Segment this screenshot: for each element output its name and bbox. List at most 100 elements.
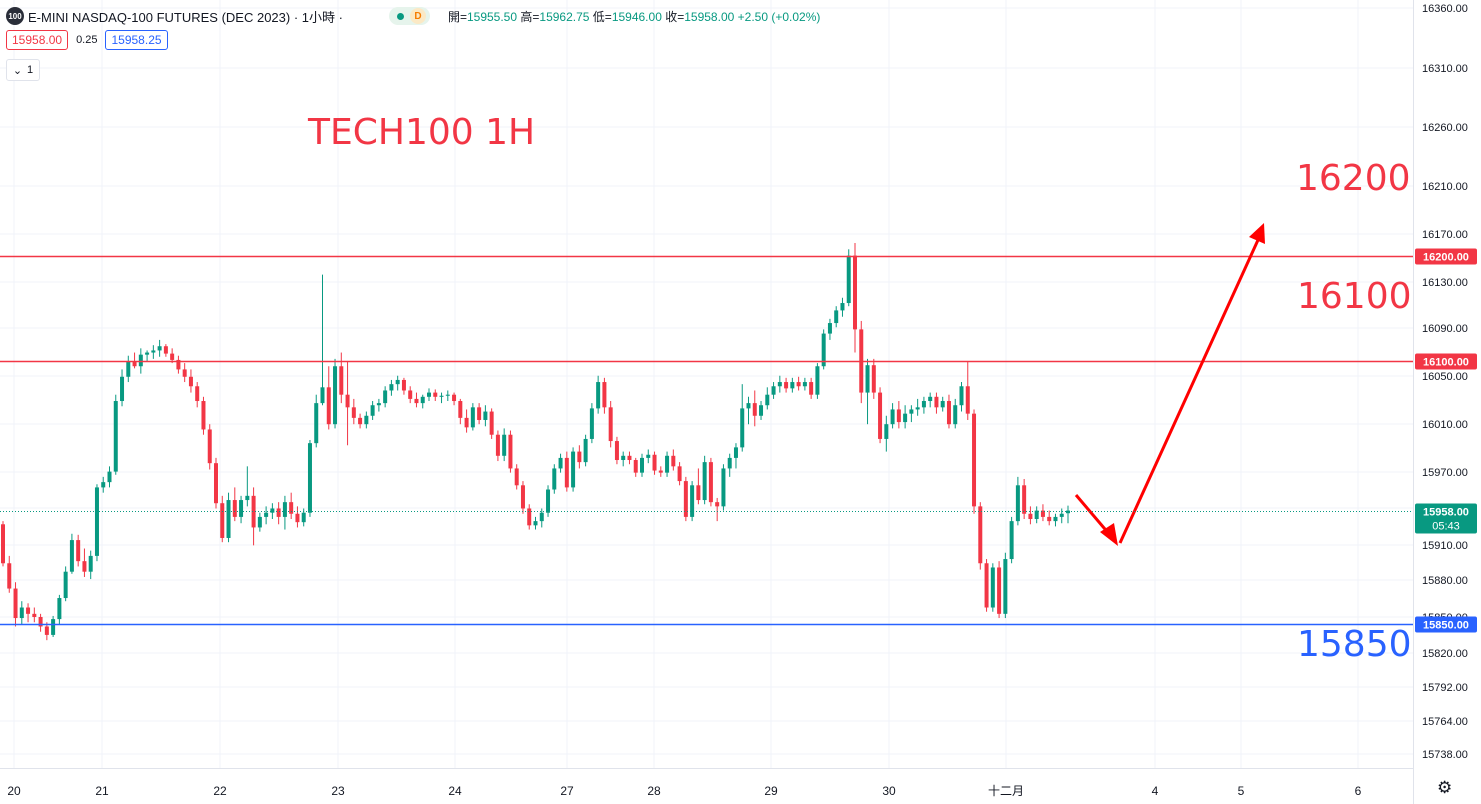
candle-body [896,409,901,423]
candle [903,405,908,429]
candle [13,582,18,627]
symbol-title[interactable]: E-MINI NASDAQ-100 FUTURES (DEC 2023) · 1… [28,9,343,25]
candle-body [138,354,143,367]
candle [771,382,776,399]
close-label: 收= [665,9,685,24]
candle-body [1047,516,1052,522]
candle [151,345,156,359]
candle [683,476,688,522]
level-label-16200[interactable]: 16200 [1296,158,1411,199]
chart-annotation-title[interactable]: TECH100 1H [308,112,536,153]
candle [702,455,707,505]
candle-body [207,429,212,464]
level-price-label: 15850.00 [1423,620,1469,632]
candle-body [44,626,49,635]
candle-body [182,369,187,377]
candle [483,405,488,427]
candle [928,392,933,408]
time-tick-label: 24 [448,784,462,798]
candle [765,387,770,410]
candle-body [57,598,62,620]
arrow-down-head-icon [1100,523,1118,546]
candle [107,466,112,488]
candle [558,453,563,473]
time-axis[interactable]: 20 21 22 23 24 27 28 29 30 十二月 4 5 6 [0,768,1413,804]
candle-body [759,405,764,416]
candle [577,445,582,469]
candle-body [1,524,5,564]
candle [76,534,81,567]
candle [201,396,206,435]
time-tick-label: 29 [764,784,778,798]
level-label-16100[interactable]: 16100 [1297,276,1412,317]
candle [489,408,494,439]
candle-body [502,434,507,456]
candle-body [771,386,776,395]
candlestick-series [1,242,1070,641]
candle-body [126,360,131,377]
candle [295,506,300,528]
candle [195,382,200,408]
candle-body [520,485,525,509]
candle [746,396,751,425]
gear-icon[interactable]: ⚙ [1437,778,1453,797]
candle [401,377,406,395]
candle-body [358,417,363,425]
candle [145,350,150,361]
candle-body [245,495,250,501]
candle [564,451,569,492]
candle [51,615,56,638]
candle [445,390,450,402]
candle-body [1022,485,1027,514]
level-label-15850[interactable]: 15850 [1297,624,1412,665]
candle [790,377,795,393]
candle [113,394,118,475]
candle-body [627,455,632,461]
candle [214,457,218,509]
candle-body [1028,513,1033,520]
candle [815,363,820,399]
level-price-tag [1415,248,1477,265]
candle [589,403,594,444]
horizontal-lines[interactable] [0,255,1413,626]
candle [520,481,525,514]
candle [990,563,995,612]
time-tick-label: 20 [7,784,21,798]
candle-body [176,359,181,370]
candle [596,375,601,414]
candle-body [151,350,156,353]
candle [69,533,74,574]
candle-body [439,395,444,397]
candle [1053,513,1058,527]
candle [26,603,31,623]
buy-button[interactable]: 15958.25 [105,30,168,50]
indicators-toggle[interactable]: ⌄ 1 [6,59,40,81]
candle-body [514,468,519,486]
candle-body [715,502,720,507]
candle-body [953,405,958,425]
market-status[interactable]: D [388,7,430,25]
candle-body [1009,521,1014,560]
candle [226,492,231,543]
candle [865,358,870,425]
candle-body [232,500,237,517]
candle [809,377,814,399]
candle-body [433,392,438,397]
candle [1009,516,1014,564]
candle [495,430,500,462]
candle [157,339,162,357]
candle [608,401,613,448]
candle [696,468,701,505]
candle [251,487,256,546]
candle [502,428,507,462]
candle [245,466,250,507]
candle-body [408,390,413,399]
candle-body [796,382,801,387]
candle [439,392,444,404]
sell-button[interactable]: 15958.00 [6,30,69,50]
price-axis[interactable]: 16360.00 16310.00 16260.00 16210.00 16170.00… [1413,0,1481,804]
candle-body [871,365,876,393]
close-value: 15958.00 [684,9,735,24]
price-tick-label: 16210.00 [1422,181,1468,193]
